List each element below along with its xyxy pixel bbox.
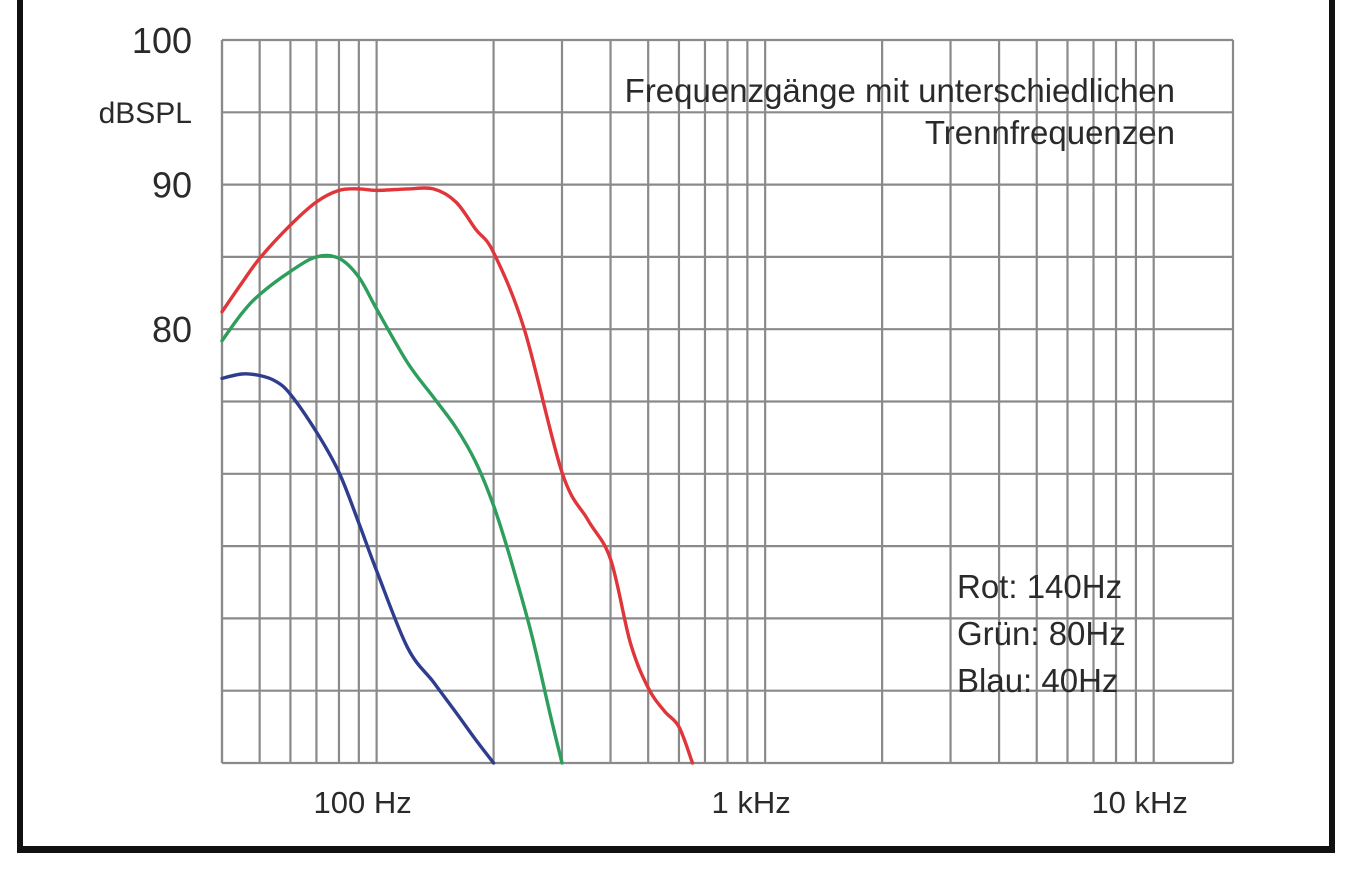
series xyxy=(220,186,695,765)
x-tick-label: 1 kHz xyxy=(712,785,791,820)
axes: dBSPL 100 90 80 100 Hz 1 kHz 10 kHz xyxy=(99,20,1188,820)
chart-title-line-1: Frequenzgänge mit unterschiedlichen xyxy=(625,72,1175,109)
chart-title-line-2: Trennfrequenzen xyxy=(925,114,1175,151)
chart-title: Frequenzgänge mit unterschiedlichen Tren… xyxy=(625,72,1175,151)
y-unit-label: dBSPL xyxy=(99,97,192,130)
series-line xyxy=(220,253,564,765)
grid xyxy=(220,38,1235,765)
legend-entry: Rot: 140Hz xyxy=(957,568,1122,605)
x-tick-label: 10 kHz xyxy=(1091,785,1187,820)
y-tick-label: 90 xyxy=(152,165,192,206)
series-line xyxy=(220,372,496,765)
legend-entry: Grün: 80Hz xyxy=(957,615,1126,652)
legend-entry: Blau: 40Hz xyxy=(957,662,1118,699)
legend: Rot: 140Hz Grün: 80Hz Blau: 40Hz xyxy=(957,568,1126,699)
y-tick-label: 100 xyxy=(132,20,192,61)
series-line xyxy=(220,186,695,765)
y-tick-label: 80 xyxy=(152,309,192,350)
x-tick-label: 100 Hz xyxy=(313,785,411,820)
